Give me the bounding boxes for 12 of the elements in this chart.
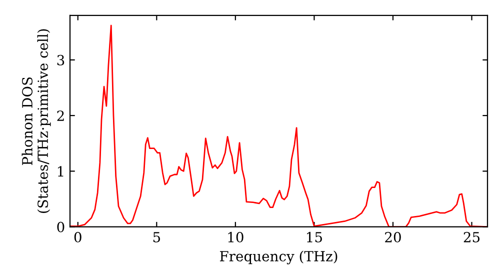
x-tick-label: 5 xyxy=(153,232,160,242)
x-tick-label: 10 xyxy=(228,232,244,242)
x-tick-label: 0 xyxy=(74,232,82,242)
x-axis-title: Frequency (THz) xyxy=(220,250,338,264)
y-tick-label: 0 xyxy=(57,222,64,232)
y-tick-label: 1 xyxy=(58,166,64,176)
y-tick-label: 2 xyxy=(57,110,64,121)
x-tick-label: 20 xyxy=(385,232,401,242)
x-tick-label: 25 xyxy=(464,232,480,242)
x-tick-label: 15 xyxy=(307,232,322,242)
y-tick-label: 3 xyxy=(57,54,64,66)
y-axis-title: Phonon DOS (States/THz·primitive cell) xyxy=(22,29,51,213)
